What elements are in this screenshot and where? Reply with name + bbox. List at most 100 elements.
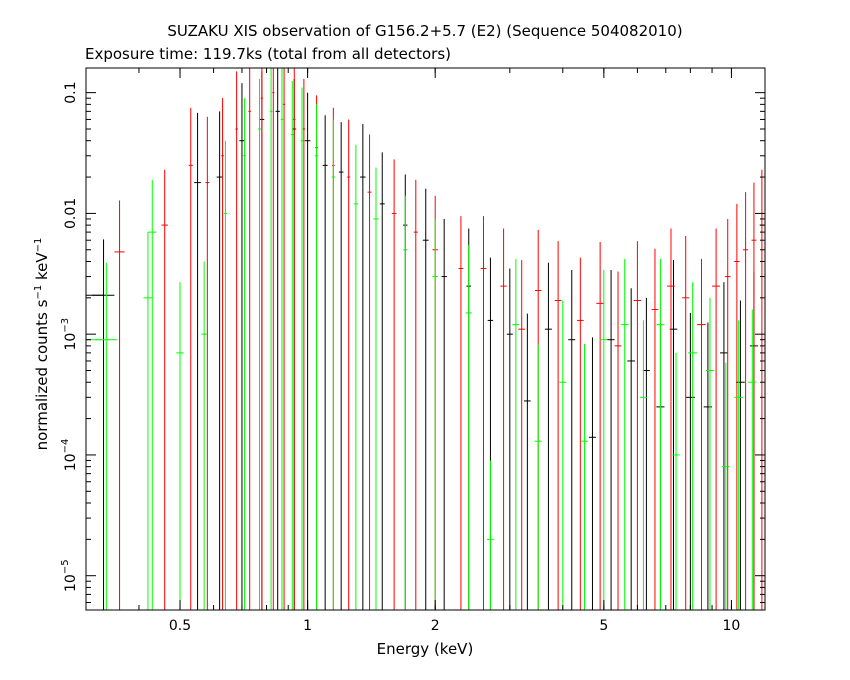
data-point <box>201 261 207 610</box>
data-point <box>258 78 261 610</box>
plot-frame <box>85 67 766 611</box>
data-point <box>523 313 531 610</box>
data-point <box>353 144 359 610</box>
data-point <box>432 218 438 610</box>
chart-subtitle: Exposure time: 119.7ks (total from all d… <box>85 45 452 63</box>
data-point <box>300 87 304 610</box>
data-point <box>114 200 125 610</box>
data-point <box>290 80 294 610</box>
data-point <box>697 258 706 610</box>
x-tick-label: 0.5 <box>169 618 191 634</box>
data-point <box>651 248 659 610</box>
data-point <box>614 271 622 610</box>
data-point <box>735 300 745 610</box>
y-axis-label: normalized counts s−1 keV−1 <box>33 238 51 451</box>
data-point <box>302 78 306 610</box>
data-point <box>147 179 157 610</box>
tick-layer: 0.5 1 2 5 10 0.1 0.01 10−3 10−4 10−5 <box>60 68 765 634</box>
data-point <box>205 116 210 610</box>
y-label-exp1: −1 <box>33 284 44 300</box>
data-point <box>544 262 552 610</box>
data-point <box>260 68 264 610</box>
data-point <box>721 362 730 610</box>
data-point <box>465 244 472 610</box>
data-point <box>724 218 731 610</box>
data-point <box>559 300 567 610</box>
data-point <box>705 297 715 610</box>
y-tick-label: 0.1 <box>63 82 79 104</box>
data-point <box>391 159 397 610</box>
data-point <box>143 232 153 610</box>
y-label-main: normalized counts s <box>33 299 51 451</box>
data-point <box>458 216 464 610</box>
x-tick-label: 5 <box>599 618 608 634</box>
data-point <box>161 169 168 610</box>
data-point <box>512 258 520 610</box>
data-point <box>243 98 247 610</box>
y-label-mid: keV <box>33 252 51 285</box>
data-point <box>338 122 344 610</box>
data-point <box>748 309 757 610</box>
data-point <box>656 258 665 610</box>
data-point <box>223 140 228 610</box>
data-point <box>331 119 335 610</box>
x-tick-label: 10 <box>723 618 741 634</box>
data-point <box>280 68 284 610</box>
data-point <box>720 282 728 610</box>
data-point <box>534 343 542 610</box>
data-point <box>379 152 385 610</box>
x-tick-label: 2 <box>431 618 440 634</box>
data-point <box>269 68 273 610</box>
data-point <box>176 282 184 610</box>
data-point <box>188 107 193 610</box>
data-point <box>367 134 372 610</box>
data-point <box>642 297 650 610</box>
y-tick-label: 10−4 <box>60 439 79 472</box>
data-point <box>360 124 366 610</box>
data-point <box>373 167 379 610</box>
data-point <box>194 112 201 610</box>
data-point <box>607 269 615 610</box>
data-point <box>480 216 487 610</box>
data-point <box>293 68 296 610</box>
data-point <box>685 312 695 610</box>
data-point <box>314 104 319 610</box>
data-point <box>441 218 447 610</box>
data-point <box>422 188 429 610</box>
data-point <box>734 203 740 610</box>
data-point <box>734 320 744 610</box>
data-point <box>275 68 280 610</box>
data-point <box>712 228 721 610</box>
y-tick-label: 0.01 <box>63 198 79 229</box>
data-point <box>322 115 328 610</box>
data-point <box>568 269 576 610</box>
data-point <box>500 228 507 610</box>
data-layer <box>85 68 765 610</box>
data-point <box>580 343 589 610</box>
data-point <box>751 182 757 610</box>
data-point <box>94 262 117 610</box>
data-point <box>92 239 115 610</box>
data-point <box>703 322 713 610</box>
data-point <box>667 228 675 610</box>
data-point <box>235 71 238 610</box>
chart-title: SUZAKU XIS observation of G156.2+5.7 (E2… <box>167 22 683 40</box>
y-label-exp2: −1 <box>33 237 44 253</box>
data-point <box>221 98 225 610</box>
x-axis-label: Energy (keV) <box>376 640 474 658</box>
data-point <box>216 111 223 610</box>
data-point <box>588 337 596 610</box>
y-tick-label: 10−3 <box>60 318 79 351</box>
data-point <box>304 92 311 610</box>
data-point <box>403 195 408 610</box>
data-point <box>576 257 584 610</box>
data-point <box>518 260 526 610</box>
data-point <box>85 262 101 610</box>
data-point <box>596 241 604 610</box>
data-point <box>627 288 635 610</box>
data-point <box>347 119 351 610</box>
data-point <box>600 269 608 610</box>
y-tick-label: 10−5 <box>60 559 79 592</box>
data-point <box>248 68 251 610</box>
